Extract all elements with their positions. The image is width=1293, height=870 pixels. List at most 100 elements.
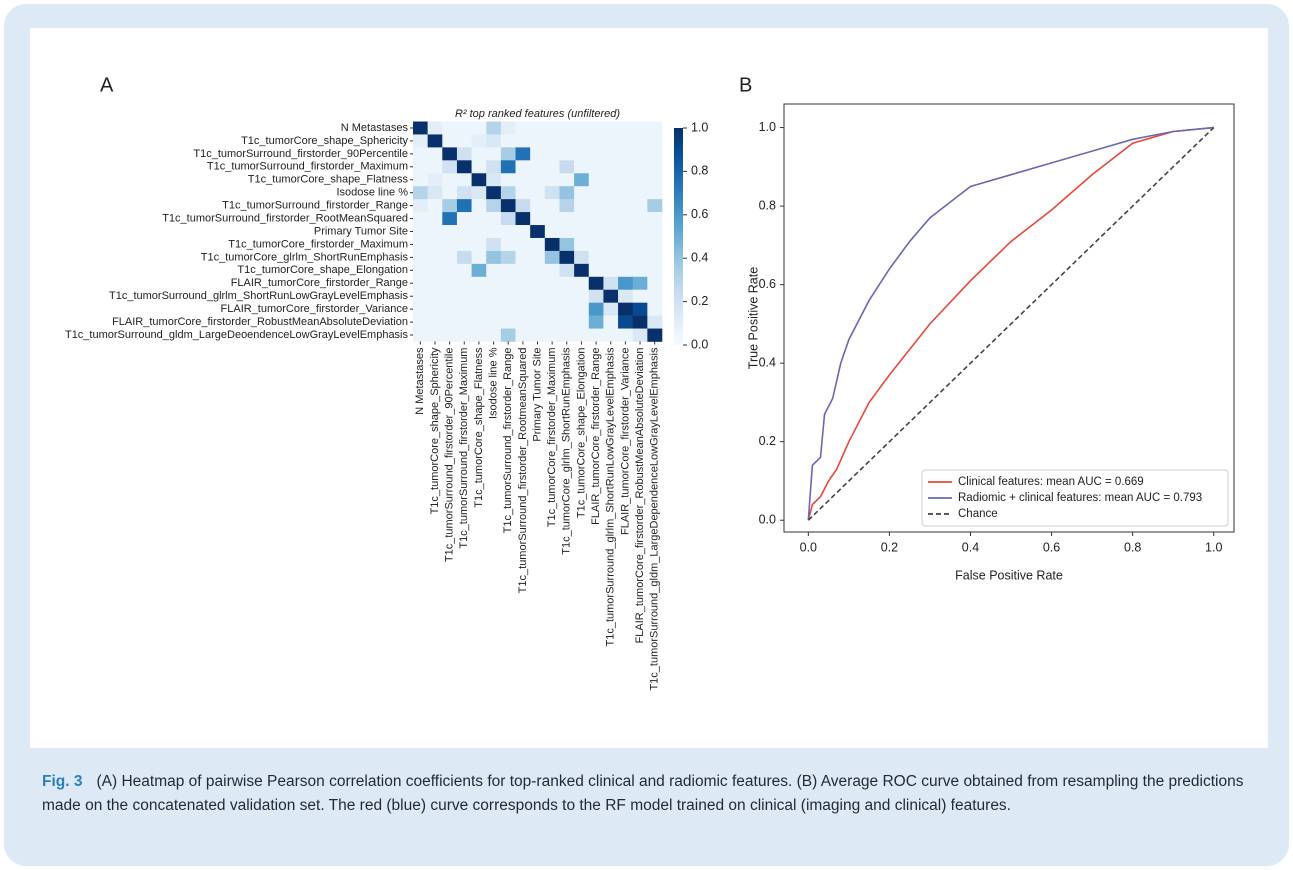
y-tick-label: 0.2 bbox=[759, 434, 776, 448]
heatmap-cell bbox=[486, 199, 502, 213]
heatmap-cell bbox=[456, 173, 472, 187]
heatmap-cell bbox=[471, 302, 487, 316]
heatmap-cell bbox=[618, 121, 634, 135]
heatmap-cell bbox=[618, 147, 634, 161]
heatmap-cell bbox=[471, 147, 487, 161]
heatmap-cell bbox=[515, 315, 531, 329]
row-label: T1c_tumorCore_firstorder_Maximum bbox=[228, 238, 408, 250]
heatmap-cell bbox=[559, 289, 575, 303]
heatmap-cell bbox=[515, 186, 531, 200]
heatmap-cell bbox=[544, 199, 560, 213]
column-label: FLAIR_tumorCore_firstorder_Variance bbox=[619, 348, 631, 535]
heatmap-cell bbox=[618, 250, 634, 265]
column-label: T1c_tumorCore_shape_Sphericity bbox=[429, 347, 441, 514]
heatmap-cell bbox=[632, 160, 648, 174]
row-label: T1c_tumorSurround_firstorder_90Percentil… bbox=[193, 148, 408, 160]
heatmap-cell bbox=[603, 328, 619, 342]
heatmap-cell bbox=[632, 212, 648, 226]
heatmap-cell bbox=[544, 263, 560, 278]
heatmap-cell bbox=[632, 328, 648, 342]
heatmap-cell bbox=[647, 186, 663, 200]
heatmap-cell bbox=[544, 328, 560, 342]
heatmap-cell bbox=[500, 250, 516, 265]
heatmap-cell bbox=[530, 212, 546, 226]
column-label: Isodose line % bbox=[487, 347, 499, 419]
heatmap-cell bbox=[427, 237, 443, 252]
heatmap-cell bbox=[588, 121, 604, 135]
heatmap-cell bbox=[588, 225, 604, 239]
heatmap-cell bbox=[544, 225, 560, 239]
heatmap-cell bbox=[456, 250, 472, 265]
heatmap-cell bbox=[588, 237, 604, 252]
x-tick-label: 0.6 bbox=[1043, 540, 1060, 554]
heatmap-cell bbox=[530, 289, 546, 303]
heatmap-cell bbox=[427, 121, 443, 135]
heatmap-cell bbox=[427, 199, 443, 213]
heatmap-cell bbox=[456, 186, 472, 200]
x-axis-label: False Positive Rate bbox=[955, 568, 1063, 582]
heatmap-cell bbox=[442, 315, 458, 329]
row-label: T1c_tumorSurround_firstorder_RootMeanSqu… bbox=[162, 212, 408, 224]
caption-label: Fig. 3 bbox=[42, 773, 83, 790]
heatmap-cell bbox=[618, 160, 634, 174]
heatmap-cell bbox=[515, 199, 531, 213]
heatmap-cell bbox=[442, 199, 458, 213]
heatmap-cell bbox=[603, 147, 619, 161]
heatmap-cell bbox=[559, 328, 575, 342]
heatmap-cell bbox=[486, 328, 502, 342]
column-label: T1c_tumorSurround_glrlm_ShortRunLowGrayL… bbox=[605, 347, 617, 646]
figure-card: A R² top ranked features (unfiltered) N Me… bbox=[4, 4, 1289, 866]
heatmap-cell bbox=[632, 276, 648, 291]
heatmap-cell bbox=[442, 328, 458, 342]
heatmap-cell bbox=[413, 173, 428, 187]
heatmap-cell bbox=[647, 199, 663, 213]
heatmap-cell bbox=[574, 121, 590, 135]
heatmap-cell bbox=[486, 134, 502, 148]
heatmap-cell bbox=[486, 302, 502, 316]
heatmap-cell bbox=[413, 160, 428, 174]
heatmap-cell bbox=[574, 225, 590, 239]
heatmap-cell bbox=[413, 276, 428, 291]
heatmap-cell bbox=[413, 147, 428, 161]
heatmap-cell bbox=[647, 328, 663, 342]
heatmap-cell bbox=[456, 328, 472, 342]
heatmap-cell bbox=[486, 276, 502, 291]
heatmap-cell bbox=[413, 250, 428, 265]
column-label: FLAIR_tumorCore_firstorder_RobustMeanAbs… bbox=[634, 348, 646, 644]
heatmap-cell bbox=[647, 212, 663, 226]
heatmap-cell bbox=[530, 237, 546, 252]
heatmap-cell bbox=[559, 276, 575, 291]
heatmap-cell bbox=[603, 237, 619, 252]
heatmap-cell bbox=[486, 237, 502, 252]
heatmap-cell bbox=[588, 276, 604, 291]
heatmap-cell bbox=[442, 250, 458, 265]
heatmap-cell bbox=[500, 173, 516, 187]
heatmap-cell bbox=[515, 250, 531, 265]
heatmap-cell bbox=[530, 276, 546, 291]
row-label: FLAIR_tumorCore_firstorder_RobustMeanAbs… bbox=[112, 316, 408, 328]
heatmap-cell bbox=[442, 160, 458, 174]
heatmap-cell bbox=[544, 134, 560, 148]
column-label: T1c_tumorSurround_firstorder_Maximum bbox=[458, 348, 470, 549]
row-label: T1c_tumorSurround_glrlm_ShortRunLowGrayL… bbox=[109, 290, 408, 302]
heatmap-cell bbox=[632, 263, 648, 278]
heatmap-cell bbox=[413, 263, 428, 278]
heatmap-cell bbox=[500, 328, 516, 342]
heatmap-cell bbox=[413, 302, 428, 316]
row-label: FLAIR_tumorCore_firstorder_Range bbox=[231, 277, 408, 289]
heatmap-cell bbox=[603, 263, 619, 278]
heatmap-cell bbox=[588, 134, 604, 148]
heatmap-cell bbox=[559, 134, 575, 148]
heatmap-cell bbox=[544, 173, 560, 187]
heatmap-cell bbox=[588, 199, 604, 213]
heatmap-cell bbox=[442, 212, 458, 226]
heatmap-cell bbox=[515, 289, 531, 303]
heatmap-cell bbox=[515, 121, 531, 135]
heatmap-cell bbox=[559, 225, 575, 239]
heatmap-cell bbox=[647, 121, 663, 135]
heatmap-cell bbox=[427, 302, 443, 316]
colorbar-tick-label: 0.6 bbox=[691, 207, 708, 221]
heatmap-cell bbox=[515, 276, 531, 291]
heatmap-cell bbox=[618, 315, 634, 329]
heatmap-cell bbox=[618, 276, 634, 291]
